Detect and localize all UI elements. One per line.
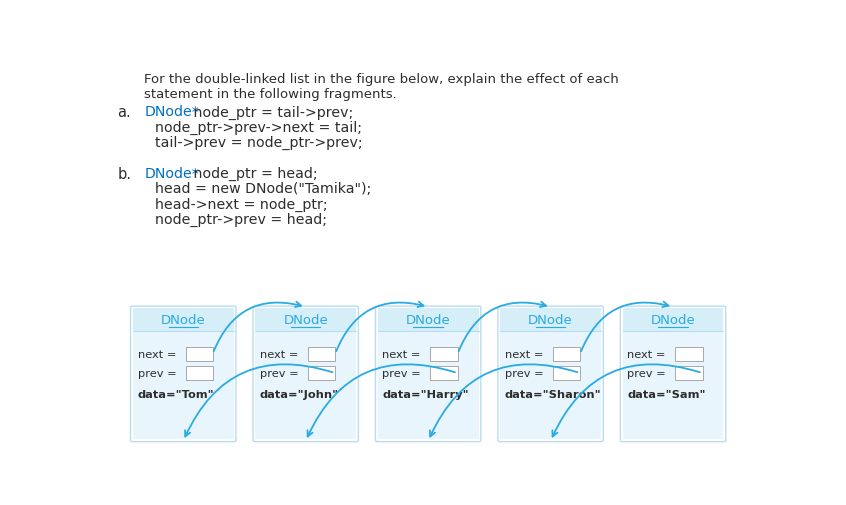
Text: data="John": data="John" [260,389,339,399]
Bar [255,309,356,332]
Text: statement in the following fragments.: statement in the following fragments. [145,88,398,101]
Bar [500,309,601,332]
Text: next =: next = [138,349,176,359]
Text: head->next = node_ptr;: head->next = node_ptr; [156,197,328,212]
Text: DNode: DNode [528,313,573,326]
Bar [431,366,458,381]
Bar [133,332,233,439]
Text: node_ptr = head;: node_ptr = head; [189,167,317,181]
Text: DNode: DNode [283,313,328,326]
Text: DNode*: DNode* [145,167,200,181]
FancyBboxPatch shape [130,307,236,442]
Bar [185,347,212,362]
FancyBboxPatch shape [376,307,481,442]
Text: data="Sam": data="Sam" [628,389,706,399]
FancyBboxPatch shape [253,307,359,442]
Text: data="Tom": data="Tom" [138,389,214,399]
Text: data="Sharon": data="Sharon" [505,389,602,399]
Text: For the double-linked list in the figure below, explain the effect of each: For the double-linked list in the figure… [145,73,619,86]
Bar [185,366,212,381]
Text: prev =: prev = [505,368,543,378]
Bar [500,332,601,439]
Text: next =: next = [382,349,420,359]
FancyBboxPatch shape [498,307,603,442]
Text: next =: next = [260,349,299,359]
Bar [255,332,356,439]
Bar [675,366,702,381]
Bar [431,347,458,362]
Text: prev =: prev = [260,368,299,378]
Text: prev =: prev = [382,368,421,378]
Text: DNode: DNode [651,313,695,326]
Text: DNode: DNode [161,313,206,326]
Text: next =: next = [628,349,666,359]
Bar [553,347,580,362]
Bar [553,366,580,381]
FancyBboxPatch shape [620,307,726,442]
Text: tail->prev = node_ptr->prev;: tail->prev = node_ptr->prev; [156,136,363,150]
Bar [378,332,479,439]
Bar [308,347,335,362]
Text: node_ptr->prev = head;: node_ptr->prev = head; [156,213,327,227]
Text: b.: b. [118,167,131,182]
Bar [675,347,702,362]
Text: node_ptr = tail->prev;: node_ptr = tail->prev; [189,105,353,119]
Text: prev =: prev = [138,368,176,378]
Text: data="Harry": data="Harry" [382,389,469,399]
Bar [378,309,479,332]
Text: a.: a. [118,105,131,120]
Text: DNode*: DNode* [145,105,200,119]
Text: DNode: DNode [406,313,451,326]
Text: prev =: prev = [628,368,666,378]
Text: head = new DNode("Tamika");: head = new DNode("Tamika"); [156,182,371,196]
Bar [623,309,723,332]
Bar [133,309,233,332]
Text: next =: next = [505,349,543,359]
Bar [308,366,335,381]
Bar [623,332,723,439]
Text: node_ptr->prev->next = tail;: node_ptr->prev->next = tail; [156,121,362,135]
